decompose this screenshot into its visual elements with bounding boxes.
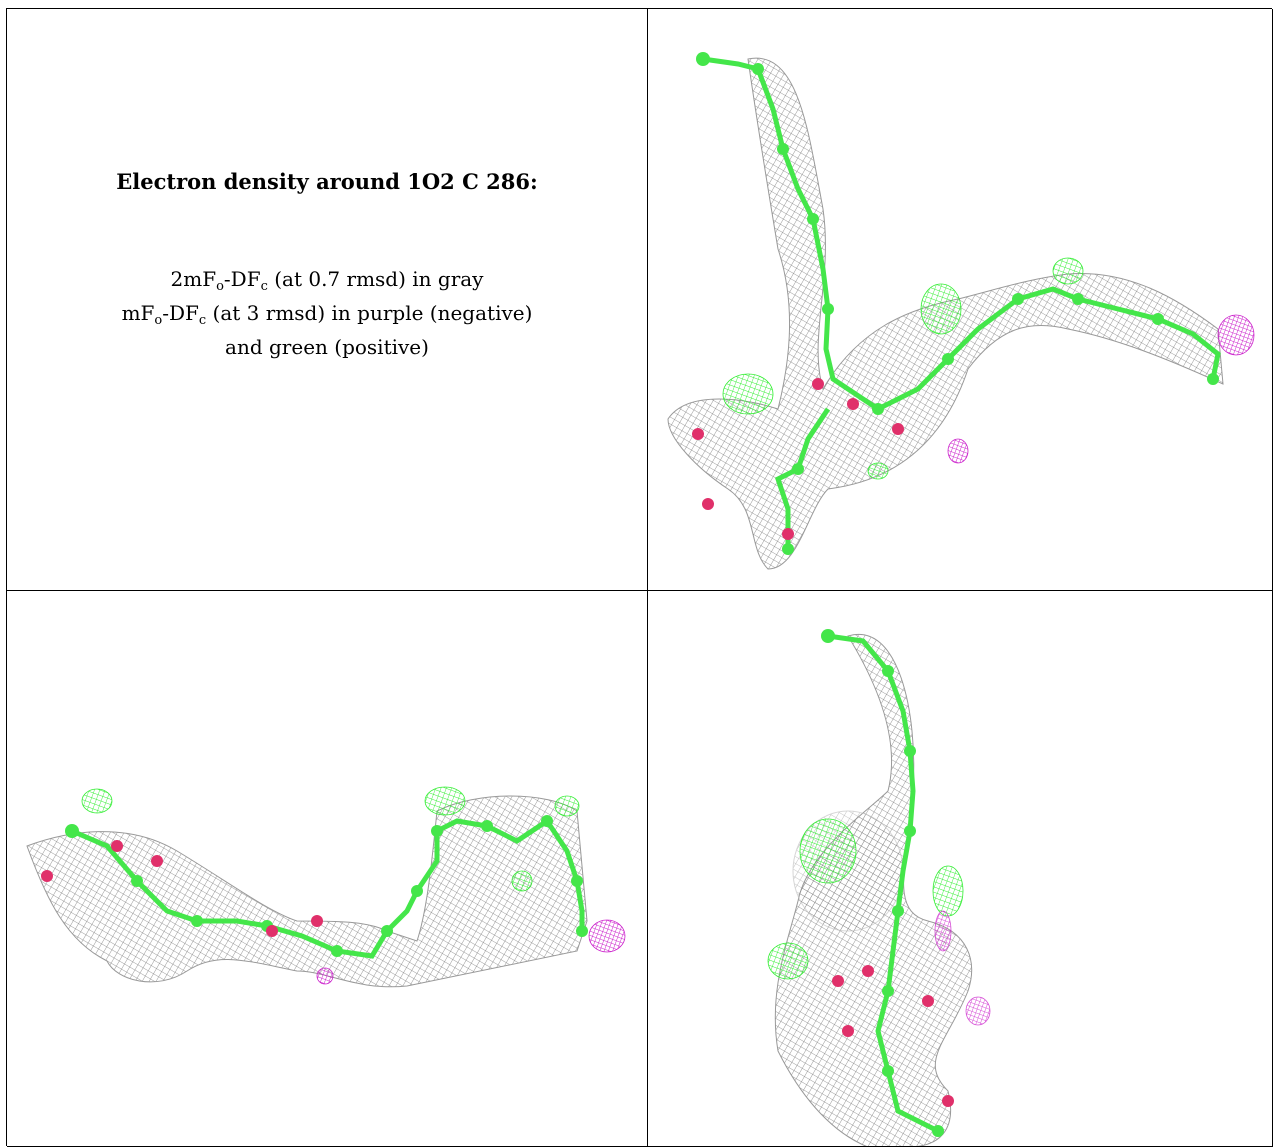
caption-line-3: and green (positive) — [225, 335, 429, 359]
density-view-bottom-right — [648, 591, 1273, 1147]
caption-title: Electron density around 1O2 C 286: — [116, 169, 538, 194]
caption-line-2: mFo-DFc (at 3 rmsd) in purple (negative) — [121, 301, 533, 328]
density-view-top-right — [648, 9, 1273, 591]
caption: Electron density around 1O2 C 286: 2mFo-… — [7, 169, 647, 360]
figure-grid: Electron density around 1O2 C 286: 2mFo-… — [6, 8, 1273, 1147]
density-image-3 — [767, 629, 991, 1146]
caption-panel: Electron density around 1O2 C 286: 2mFo-… — [7, 9, 648, 591]
caption-line-1: 2mFo-DFc (at 0.7 rmsd) in gray — [170, 267, 484, 294]
density-view-bottom-left — [7, 591, 648, 1147]
density-image-1 — [667, 52, 1255, 570]
density-image-2 — [26, 786, 626, 988]
